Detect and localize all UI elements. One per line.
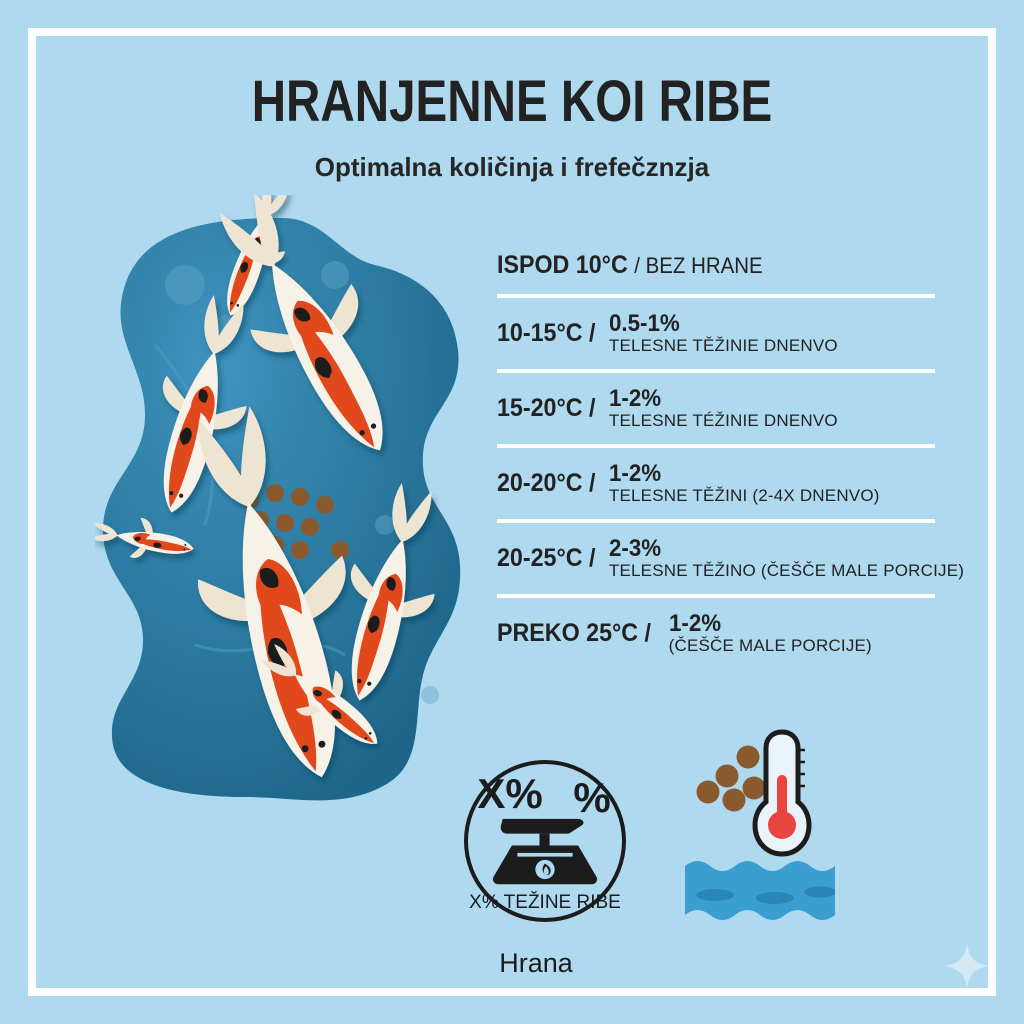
svg-text:%: % [573, 774, 610, 821]
svg-text:Hrana: Hrana [499, 948, 574, 978]
svg-text:X%: X% [477, 770, 542, 817]
svg-text:X% TEŽINE RIBE: X% TEŽINE RIBE [469, 891, 621, 913]
